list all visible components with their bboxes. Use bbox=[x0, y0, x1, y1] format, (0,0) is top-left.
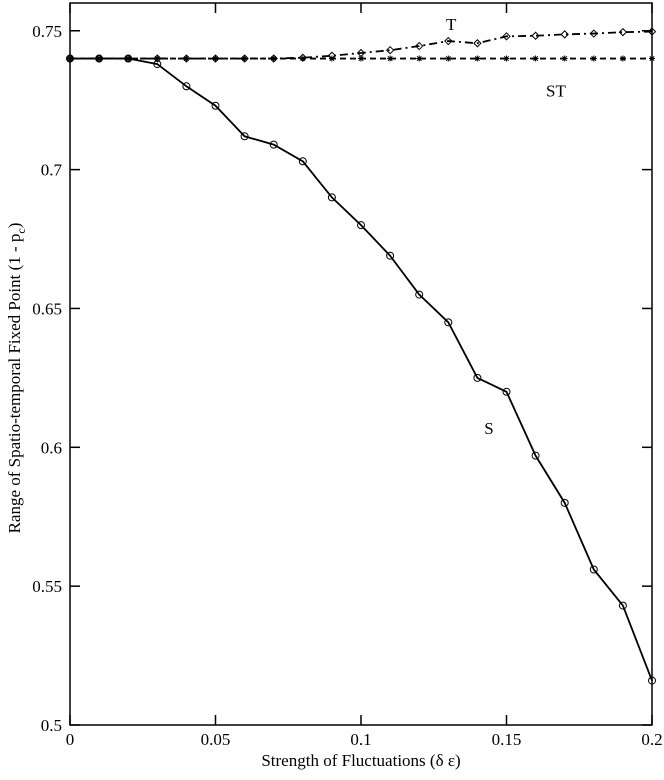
point bbox=[649, 55, 655, 62]
point bbox=[532, 55, 539, 62]
point bbox=[125, 55, 132, 62]
point bbox=[298, 157, 307, 166]
point bbox=[123, 54, 133, 63]
point bbox=[445, 55, 452, 62]
point bbox=[327, 193, 336, 202]
point bbox=[648, 676, 656, 685]
point bbox=[96, 55, 103, 62]
point bbox=[182, 82, 191, 91]
point bbox=[502, 387, 511, 396]
point bbox=[531, 31, 540, 40]
point bbox=[153, 54, 162, 63]
point bbox=[589, 29, 599, 38]
point bbox=[299, 55, 306, 62]
point bbox=[444, 36, 453, 46]
point bbox=[561, 55, 568, 62]
point bbox=[240, 132, 249, 141]
point bbox=[385, 46, 395, 55]
point bbox=[502, 32, 511, 41]
series-label: ST bbox=[546, 81, 566, 100]
point bbox=[65, 54, 75, 63]
y-axis-label: Range of Spatio-temporal Fixed Point (1 … bbox=[5, 223, 28, 534]
x-tick-label: 0.2 bbox=[641, 730, 662, 749]
point bbox=[560, 498, 569, 507]
point bbox=[94, 54, 104, 63]
point bbox=[416, 55, 423, 62]
point bbox=[328, 55, 335, 62]
point bbox=[358, 55, 364, 62]
point bbox=[269, 54, 278, 63]
series-line bbox=[70, 30, 653, 60]
point bbox=[414, 41, 424, 51]
y-tick-label: 0.65 bbox=[32, 299, 62, 318]
series-label: T bbox=[446, 15, 457, 34]
point bbox=[618, 601, 627, 610]
y-tick-label: 0.7 bbox=[41, 161, 63, 180]
point bbox=[212, 55, 219, 62]
y-tick-label: 0.5 bbox=[41, 716, 62, 735]
point bbox=[67, 55, 73, 62]
y-tick-label: 0.6 bbox=[41, 438, 62, 457]
point bbox=[589, 565, 598, 574]
y-label-sub: c bbox=[14, 228, 28, 233]
x-tick-label: 0.15 bbox=[492, 730, 522, 749]
point bbox=[474, 55, 481, 62]
point bbox=[357, 221, 365, 230]
point bbox=[211, 54, 220, 63]
point bbox=[183, 55, 190, 62]
x-tick-label: 0.05 bbox=[201, 730, 231, 749]
point bbox=[473, 373, 482, 382]
point bbox=[241, 55, 248, 62]
plot-frame bbox=[69, 2, 653, 726]
point bbox=[240, 54, 249, 63]
point bbox=[211, 101, 220, 110]
x-tick-label: 0.1 bbox=[350, 730, 371, 749]
point bbox=[560, 30, 569, 39]
y-tick-label: 0.55 bbox=[32, 577, 62, 596]
point bbox=[531, 451, 540, 460]
point bbox=[503, 55, 510, 62]
point bbox=[444, 318, 453, 327]
x-tick-label: 0 bbox=[66, 730, 75, 749]
y-label-end: ) bbox=[5, 223, 24, 229]
series-line bbox=[70, 57, 653, 681]
series-label: S bbox=[484, 419, 493, 438]
point bbox=[415, 290, 424, 299]
y-tick-label: 0.75 bbox=[32, 22, 62, 41]
point bbox=[647, 27, 657, 36]
point bbox=[269, 140, 278, 149]
point bbox=[387, 55, 394, 62]
x-axis-label: Strength of Fluctuations (δ ε) bbox=[261, 751, 460, 770]
point bbox=[473, 39, 482, 48]
y-label-main: Range of Spatio-temporal Fixed Point (1 … bbox=[5, 234, 24, 534]
point bbox=[619, 55, 626, 62]
point bbox=[154, 55, 161, 62]
point bbox=[590, 55, 597, 62]
point bbox=[386, 251, 395, 260]
point bbox=[618, 27, 628, 37]
point bbox=[182, 54, 191, 63]
point bbox=[270, 55, 277, 62]
